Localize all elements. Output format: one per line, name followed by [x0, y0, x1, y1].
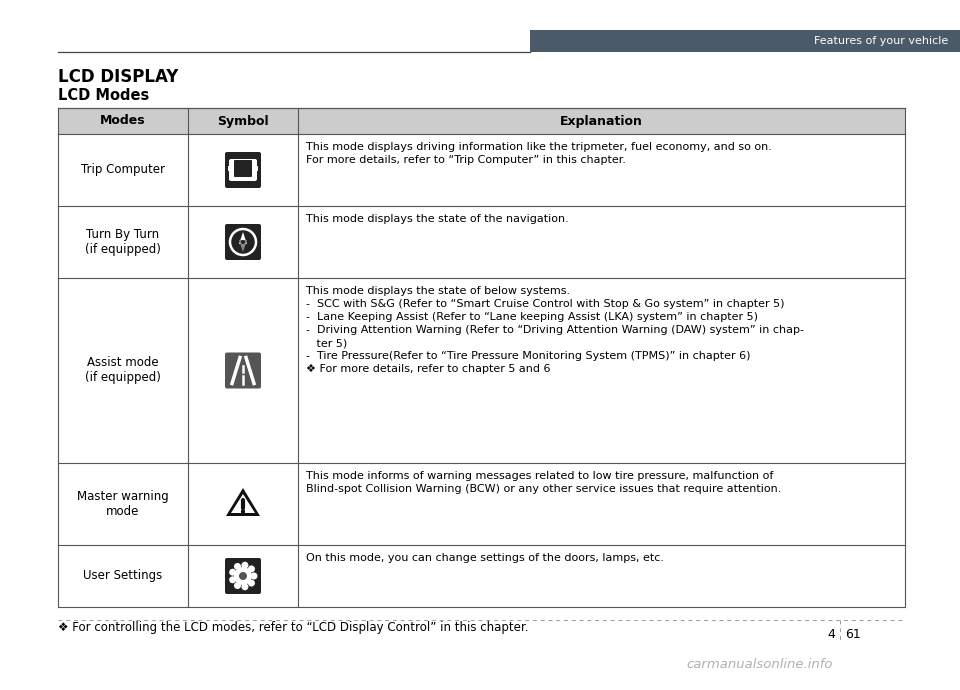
Circle shape	[229, 569, 236, 575]
Bar	[254, 166, 258, 171]
FancyBboxPatch shape	[225, 224, 261, 260]
Text: Features of your vehicle: Features of your vehicle	[814, 36, 948, 46]
Circle shape	[241, 583, 249, 591]
Text: User Settings: User Settings	[84, 569, 162, 582]
Circle shape	[251, 573, 257, 580]
Bar	[58, 463, 905, 545]
Text: carmanualsonline.info: carmanualsonline.info	[686, 658, 833, 671]
Text: For more details, refer to “Trip Computer” in this chapter.: For more details, refer to “Trip Compute…	[306, 155, 626, 165]
Bar	[58, 108, 905, 134]
Polygon shape	[226, 488, 260, 516]
Text: -  SCC with S&G (Refer to “Smart Cruise Control with Stop & Go system” in chapte: - SCC with S&G (Refer to “Smart Cruise C…	[306, 299, 784, 309]
Polygon shape	[231, 494, 255, 513]
Text: 61: 61	[845, 629, 861, 642]
FancyBboxPatch shape	[225, 353, 261, 388]
Text: -  Tire Pressure(Refer to “Tire Pressure Monitoring System (TPMS)” in chapter 6): - Tire Pressure(Refer to “Tire Pressure …	[306, 351, 751, 361]
Text: ❖ For more details, refer to chapter 5 and 6: ❖ For more details, refer to chapter 5 a…	[306, 364, 550, 374]
Circle shape	[234, 567, 252, 585]
Text: Symbol: Symbol	[217, 115, 269, 128]
Text: ❖ For controlling the LCD modes, refer to “LCD Display Control” in this chapter.: ❖ For controlling the LCD modes, refer t…	[58, 621, 529, 634]
Text: ter 5): ter 5)	[306, 338, 348, 348]
Text: Turn By Turn
(if equipped): Turn By Turn (if equipped)	[85, 228, 161, 256]
Text: This mode displays the state of the navigation.: This mode displays the state of the navi…	[306, 214, 568, 224]
Polygon shape	[239, 232, 247, 244]
Circle shape	[229, 576, 236, 583]
Text: Master warning
mode: Master warning mode	[77, 490, 169, 518]
FancyBboxPatch shape	[225, 152, 261, 188]
Text: This mode displays the state of below systems.: This mode displays the state of below sy…	[306, 286, 570, 296]
FancyBboxPatch shape	[234, 167, 252, 177]
Text: 4: 4	[828, 629, 835, 642]
Bar	[58, 206, 905, 278]
Bar	[228, 166, 232, 171]
Bar	[58, 545, 905, 607]
Text: Trip Computer: Trip Computer	[81, 164, 165, 177]
FancyBboxPatch shape	[234, 160, 252, 168]
Polygon shape	[239, 240, 247, 252]
Bar	[530, 30, 960, 52]
FancyBboxPatch shape	[229, 159, 257, 181]
Text: This mode informs of warning messages related to low tire pressure, malfunction : This mode informs of warning messages re…	[306, 471, 774, 481]
Circle shape	[234, 563, 241, 570]
Bar	[58, 134, 905, 206]
Circle shape	[248, 580, 255, 586]
Text: On this mode, you can change settings of the doors, lamps, etc.: On this mode, you can change settings of…	[306, 553, 664, 563]
Circle shape	[239, 572, 247, 580]
Circle shape	[234, 582, 241, 589]
Text: This mode displays driving information like the tripmeter, fuel economy, and so : This mode displays driving information l…	[306, 142, 772, 152]
FancyBboxPatch shape	[225, 558, 261, 594]
Text: Modes: Modes	[100, 115, 146, 128]
Bar	[58, 278, 905, 463]
Circle shape	[241, 240, 245, 244]
Circle shape	[248, 565, 255, 573]
Text: LCD Modes: LCD Modes	[58, 88, 149, 103]
Text: LCD DISPLAY: LCD DISPLAY	[58, 68, 179, 86]
Text: -  Driving Attention Warning (Refer to “Driving Attention Warning (DAW) system” : - Driving Attention Warning (Refer to “D…	[306, 325, 804, 335]
Text: Blind-spot Collision Warning (BCW) or any other service issues that require atte: Blind-spot Collision Warning (BCW) or an…	[306, 484, 781, 494]
Circle shape	[241, 562, 249, 569]
Text: Assist mode
(if equipped): Assist mode (if equipped)	[85, 357, 161, 384]
Text: -  Lane Keeping Assist (Refer to “Lane keeping Assist (LKA) system” in chapter 5: - Lane Keeping Assist (Refer to “Lane ke…	[306, 312, 758, 322]
Text: Explanation: Explanation	[560, 115, 643, 128]
